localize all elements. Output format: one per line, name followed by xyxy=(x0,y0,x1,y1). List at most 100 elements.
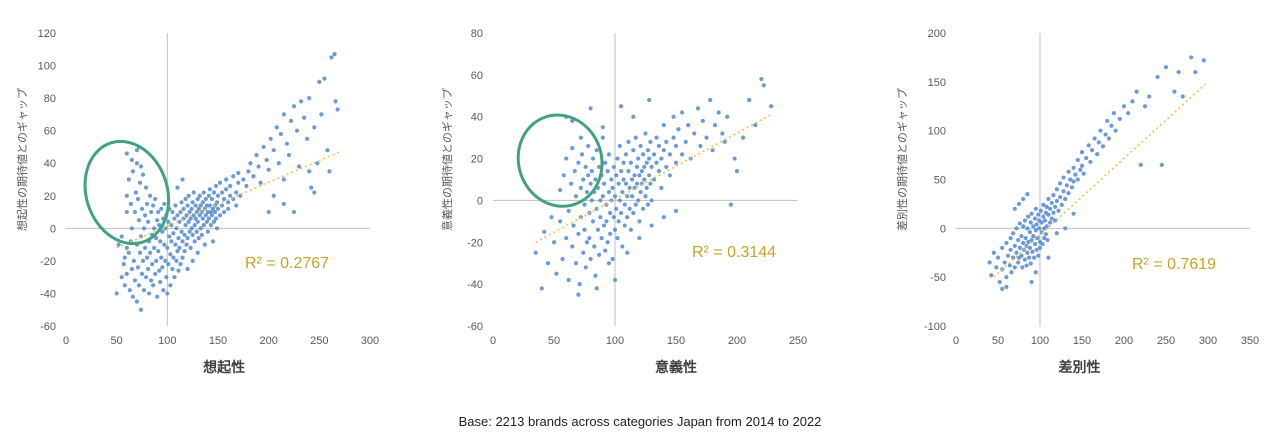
data-point xyxy=(126,177,131,182)
y-tick-label: -40 xyxy=(40,288,56,300)
data-point xyxy=(1025,250,1030,255)
data-point xyxy=(673,208,679,213)
data-point xyxy=(284,141,290,146)
data-point xyxy=(188,245,193,250)
data-point xyxy=(587,236,592,241)
data-point xyxy=(131,258,136,263)
y-tick-label: 20 xyxy=(471,154,483,166)
data-point xyxy=(592,244,597,249)
data-point xyxy=(643,131,648,136)
data-point xyxy=(712,122,718,128)
data-point xyxy=(594,148,599,153)
data-point xyxy=(1041,202,1046,207)
data-point xyxy=(1007,263,1012,268)
data-point xyxy=(1071,179,1076,184)
data-point xyxy=(124,245,129,250)
data-point xyxy=(141,226,147,231)
data-point xyxy=(615,156,620,161)
data-point xyxy=(578,185,583,190)
data-point xyxy=(119,234,124,239)
data-point xyxy=(149,209,154,215)
data-point xyxy=(1092,136,1097,141)
data-point xyxy=(1030,249,1035,254)
data-point xyxy=(617,143,622,149)
data-point xyxy=(997,279,1002,285)
data-point xyxy=(1021,224,1026,229)
data-point xyxy=(1029,211,1034,216)
data-point xyxy=(664,164,669,170)
data-point xyxy=(1005,253,1011,258)
data-point xyxy=(151,283,156,288)
data-point xyxy=(134,148,140,153)
data-point xyxy=(1051,210,1056,215)
data-point xyxy=(1069,185,1075,190)
data-point xyxy=(185,266,190,272)
data-point xyxy=(577,282,582,287)
data-point xyxy=(1064,183,1069,188)
data-point xyxy=(1011,255,1016,260)
data-point xyxy=(121,262,126,267)
x-tick-label: 100 xyxy=(1031,335,1049,347)
data-point xyxy=(734,169,740,174)
data-point xyxy=(1054,231,1059,236)
data-point xyxy=(1138,162,1143,167)
data-point xyxy=(213,216,219,221)
data-point xyxy=(178,209,183,215)
data-point xyxy=(645,202,651,207)
scatter-panel-3: -100 -50 0 50 100 150 200 0 50 100 150 200 250 300 350… xyxy=(895,28,1259,376)
data-point xyxy=(545,261,551,266)
data-point xyxy=(1049,216,1054,221)
data-point xyxy=(673,160,679,165)
x-axis-title: 差別性 xyxy=(1058,359,1100,376)
data-point xyxy=(551,240,557,245)
data-point xyxy=(152,245,157,250)
data-point xyxy=(1079,163,1085,168)
data-point xyxy=(704,135,709,140)
data-point xyxy=(619,169,624,174)
data-point xyxy=(1066,169,1071,174)
data-point xyxy=(628,227,633,232)
data-point xyxy=(769,104,774,109)
y-tick-label: 0 xyxy=(477,195,483,207)
data-point xyxy=(261,144,266,150)
data-point xyxy=(288,118,294,123)
data-point xyxy=(588,256,593,262)
data-point xyxy=(1079,150,1085,155)
data-point xyxy=(228,183,233,189)
data-point xyxy=(200,200,205,205)
data-point xyxy=(632,173,637,178)
data-point xyxy=(144,255,150,260)
data-point xyxy=(609,177,614,182)
data-point xyxy=(1096,140,1101,145)
data-point xyxy=(1066,191,1071,196)
data-point xyxy=(1044,224,1049,229)
data-point xyxy=(1081,171,1086,176)
data-point xyxy=(573,194,579,199)
data-point xyxy=(1012,265,1017,270)
data-point xyxy=(1089,148,1095,153)
data-point xyxy=(606,189,612,195)
data-point xyxy=(204,219,209,224)
r-squared-label: R² = 0.3144 xyxy=(692,244,776,261)
data-point xyxy=(1046,212,1051,217)
data-point xyxy=(1043,232,1048,237)
data-point xyxy=(231,174,236,179)
data-point xyxy=(989,273,994,278)
data-point xyxy=(671,114,676,119)
data-point xyxy=(142,213,148,218)
data-point xyxy=(1071,165,1076,170)
data-point xyxy=(1016,260,1021,265)
data-point xyxy=(256,164,261,169)
data-point xyxy=(1037,245,1043,250)
y-tick-label: 60 xyxy=(471,70,483,82)
x-tick-label: 250 xyxy=(789,335,807,347)
data-point xyxy=(649,223,654,228)
data-point xyxy=(174,258,179,263)
data-point xyxy=(162,201,167,207)
x-tick-label: 300 xyxy=(361,335,379,347)
data-point xyxy=(582,202,587,207)
data-point xyxy=(209,196,215,202)
data-point xyxy=(1022,218,1027,223)
scatter-panel-2: -60 -40 -20 0 20 40 60 80 0 50 100 150 200 250 R² = 0.… xyxy=(440,28,807,376)
data-point xyxy=(207,187,212,192)
